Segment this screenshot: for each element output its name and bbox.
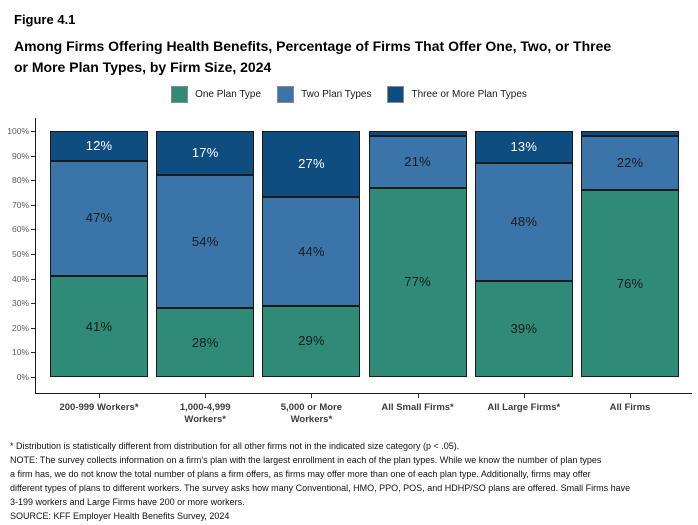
legend-item: One Plan Type [171, 86, 261, 103]
x-axis-tick-mark [523, 394, 525, 398]
footnote-line: * Distribution is statistically differen… [10, 441, 460, 451]
bar-segment [50, 160, 148, 277]
x-category-label: 200-999 Workers* [59, 402, 139, 413]
y-axis-tick-mark [31, 155, 35, 157]
bar-value-label: 41% [85, 318, 113, 334]
bar-segment [581, 135, 679, 191]
x-category-label: All Firms [609, 402, 651, 413]
y-axis-tick-label: 50% [11, 249, 29, 259]
x-category-label: 1,000-4,999 Workers* [179, 402, 231, 425]
chart-legend: One Plan Type Two Plan Types Three or More… [0, 86, 698, 103]
x-axis-tick-mark [205, 394, 207, 398]
y-axis-tick-label: 10% [11, 347, 29, 358]
y-axis-tick-label: 40% [11, 273, 29, 284]
y-axis-tick-label: 20% [11, 322, 29, 333]
bar-value-label: 29% [298, 333, 325, 349]
y-axis-tick-label: 70% [11, 199, 29, 210]
bar-segment [581, 190, 679, 377]
y-axis-tick-mark [31, 303, 35, 305]
x-category-label: All Large Firms* [487, 402, 561, 413]
bar-value-label: 44% [298, 243, 325, 259]
bar-segment [474, 162, 573, 282]
y-axis-tick-mark [31, 229, 35, 231]
bar-value-label: 28% [191, 334, 219, 350]
y-axis-tick-mark [31, 131, 35, 132]
legend-item-label: Three or More Plan Types [411, 89, 527, 100]
bar-segment [156, 175, 255, 309]
bar-segment [50, 276, 148, 377]
bar-segment [368, 131, 467, 136]
bar-segment [474, 281, 573, 377]
y-axis-tick-mark [31, 278, 35, 280]
legend-swatch-icon [387, 86, 405, 103]
x-axis-tick-mark [630, 394, 631, 398]
y-axis-tick-mark [31, 204, 35, 206]
y-axis-line [35, 118, 36, 393]
legend-item-label: One Plan Type [195, 89, 262, 100]
y-axis-tick-label: 60% [11, 224, 29, 235]
source-line: SOURCE: KFF Employer Health Benefits Sur… [10, 511, 230, 521]
bar-segment [474, 131, 573, 163]
bar-value-label: 77% [404, 274, 431, 290]
figure-title-line-2: or More Plan Types, by Firm Size, 2024 [14, 59, 272, 75]
legend-item: Two Plan Types [277, 86, 371, 103]
figure-title: Among Firms Offering Health Benefits, Pe… [14, 36, 611, 78]
figure-number-label: Figure 4.1 [14, 12, 76, 27]
footnote-line: different types of plans to different wo… [10, 483, 631, 493]
y-axis-tick-mark [31, 377, 35, 378]
legend-swatch-icon [277, 86, 295, 103]
bar-segment [262, 197, 361, 306]
bar-value-label: 13% [510, 138, 538, 154]
bar-segment [262, 305, 361, 377]
bar-value-label: 39% [510, 321, 538, 337]
y-axis-tick-label: 100% [7, 126, 29, 136]
bar-segment [368, 135, 467, 188]
footnote-line: 3-199 workers and Large Firms have 200 o… [10, 497, 245, 507]
footnotes: * Distribution is statistically differen… [10, 439, 630, 523]
bar-value-label: 48% [510, 214, 538, 230]
bar-value-label: 17% [191, 145, 219, 161]
x-category-label: All Small Firms* [381, 402, 454, 413]
figure-title-line-1: Among Firms Offering Health Benefits, Pe… [14, 38, 612, 54]
y-axis-tick-mark [31, 352, 35, 354]
y-axis-tick-label: 30% [11, 298, 29, 309]
bar-value-label: 47% [85, 210, 113, 226]
footnote-line: NOTE: The survey collects information on… [10, 455, 602, 465]
y-axis-tick-label: 0% [16, 372, 29, 382]
bar-value-label: 27% [298, 156, 325, 172]
bar-segment [262, 131, 361, 198]
bar-value-label: 54% [191, 233, 219, 249]
bar-segment [50, 131, 148, 161]
x-category-label: 5,000 or More Workers* [280, 402, 343, 425]
y-axis-tick-label: 90% [11, 150, 29, 161]
legend-item-label: Two Plan Types [301, 89, 372, 100]
x-axis-tick-mark [417, 394, 419, 398]
bar-segment [368, 187, 467, 377]
y-axis-tick-label: 80% [11, 175, 29, 186]
legend-swatch-icon [171, 86, 189, 103]
bar-segment [156, 131, 255, 176]
bar-segment [156, 308, 255, 377]
bar-value-label: 22% [616, 154, 644, 170]
bar-value-label: 12% [85, 137, 113, 153]
bar-value-label: 76% [616, 275, 644, 291]
x-axis-tick-mark [99, 394, 100, 398]
y-axis-tick-mark [31, 327, 35, 329]
footnote-line: a firm has, we do not know the total num… [10, 469, 591, 479]
x-axis-tick-mark [311, 394, 313, 398]
y-axis-tick-mark [31, 254, 35, 255]
legend-item: Three or More Plan Types [387, 86, 527, 103]
bar-segment [581, 131, 679, 136]
y-axis-tick-mark [31, 180, 35, 182]
bar-value-label: 21% [404, 153, 431, 169]
x-axis-line [35, 393, 692, 394]
